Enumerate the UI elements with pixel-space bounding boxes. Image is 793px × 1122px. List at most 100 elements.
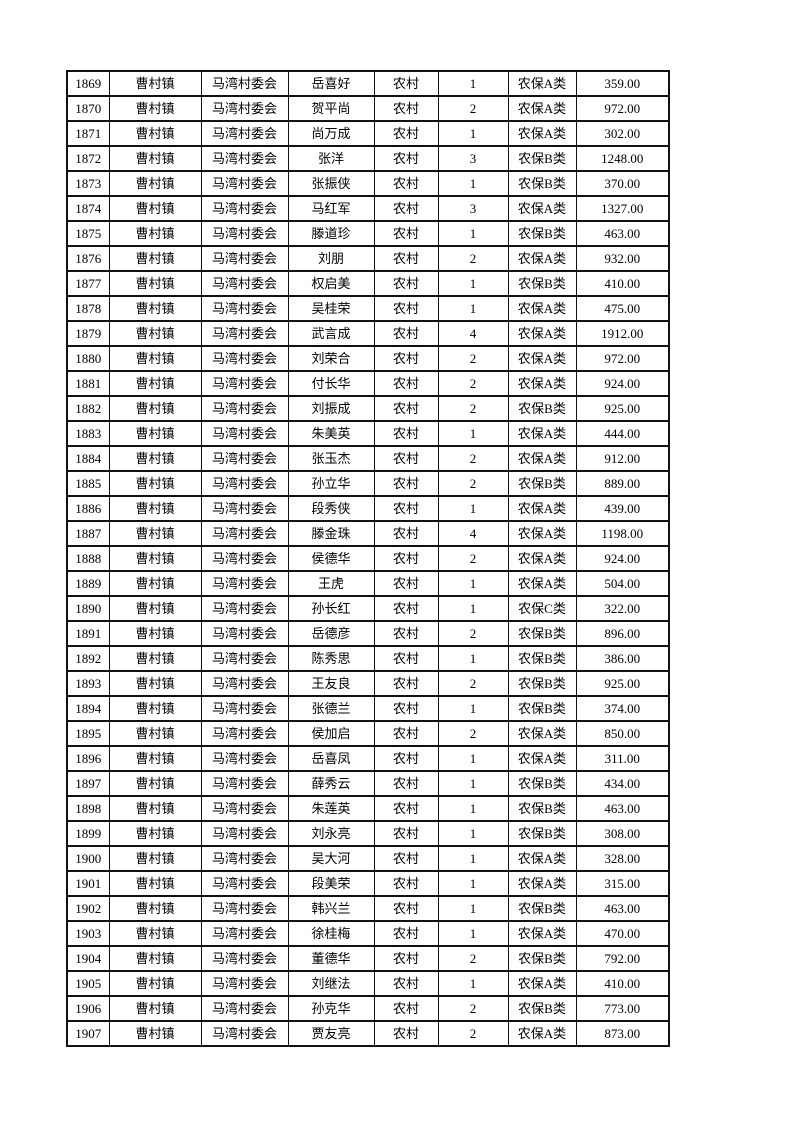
cell-insurance-category: 农保A类 xyxy=(507,295,577,322)
cell-amount: 439.00 xyxy=(575,495,670,522)
cell-serial-number: 1905 xyxy=(66,970,110,997)
cell-amount: 410.00 xyxy=(575,970,670,997)
cell-serial-number: 1904 xyxy=(66,945,110,972)
cell-household-type: 农村 xyxy=(373,320,439,347)
cell-village-committee: 马湾村委会 xyxy=(200,745,289,772)
cell-insurance-category: 农保A类 xyxy=(507,520,577,547)
cell-serial-number: 1895 xyxy=(66,720,110,747)
cell-village-committee: 马湾村委会 xyxy=(200,570,289,597)
cell-village-committee: 马湾村委会 xyxy=(200,295,289,322)
table-row: 1877 曹村镇 马湾村委会 权启美 农村 1 农保B类 410.00 xyxy=(66,270,670,297)
cell-village-committee: 马湾村委会 xyxy=(200,720,289,747)
cell-person-name: 贺平尚 xyxy=(287,95,375,122)
cell-town: 曹村镇 xyxy=(108,220,202,247)
cell-household-type: 农村 xyxy=(373,95,439,122)
cell-amount: 504.00 xyxy=(575,570,670,597)
cell-amount: 972.00 xyxy=(575,345,670,372)
table-row: 1898 曹村镇 马湾村委会 朱莲英 农村 1 农保B类 463.00 xyxy=(66,795,670,822)
cell-person-name: 张玉杰 xyxy=(287,445,375,472)
cell-household-type: 农村 xyxy=(373,695,439,722)
cell-insurance-category: 农保B类 xyxy=(507,945,577,972)
cell-town: 曹村镇 xyxy=(108,495,202,522)
cell-person-count: 1 xyxy=(437,495,509,522)
cell-insurance-category: 农保A类 xyxy=(507,745,577,772)
cell-household-type: 农村 xyxy=(373,845,439,872)
cell-village-committee: 马湾村委会 xyxy=(200,145,289,172)
cell-insurance-category: 农保A类 xyxy=(507,970,577,997)
cell-amount: 475.00 xyxy=(575,295,670,322)
cell-insurance-category: 农保A类 xyxy=(507,245,577,272)
cell-person-name: 孙长红 xyxy=(287,595,375,622)
cell-person-name: 岳喜凤 xyxy=(287,745,375,772)
cell-household-type: 农村 xyxy=(373,770,439,797)
cell-person-name: 岳喜好 xyxy=(287,70,375,97)
table-row: 1901 曹村镇 马湾村委会 段美荣 农村 1 农保A类 315.00 xyxy=(66,870,670,897)
table-row: 1883 曹村镇 马湾村委会 朱美英 农村 1 农保A类 444.00 xyxy=(66,420,670,447)
cell-serial-number: 1873 xyxy=(66,170,110,197)
cell-household-type: 农村 xyxy=(373,620,439,647)
cell-person-count: 2 xyxy=(437,620,509,647)
cell-person-name: 徐桂梅 xyxy=(287,920,375,947)
cell-town: 曹村镇 xyxy=(108,95,202,122)
cell-village-committee: 马湾村委会 xyxy=(200,995,289,1022)
cell-town: 曹村镇 xyxy=(108,1020,202,1047)
cell-amount: 302.00 xyxy=(575,120,670,147)
cell-household-type: 农村 xyxy=(373,995,439,1022)
cell-village-committee: 马湾村委会 xyxy=(200,820,289,847)
cell-amount: 444.00 xyxy=(575,420,670,447)
cell-person-name: 韩兴兰 xyxy=(287,895,375,922)
cell-town: 曹村镇 xyxy=(108,395,202,422)
cell-town: 曹村镇 xyxy=(108,945,202,972)
cell-town: 曹村镇 xyxy=(108,245,202,272)
cell-insurance-category: 农保B类 xyxy=(507,645,577,672)
cell-serial-number: 1890 xyxy=(66,595,110,622)
cell-serial-number: 1901 xyxy=(66,870,110,897)
cell-amount: 434.00 xyxy=(575,770,670,797)
cell-village-committee: 马湾村委会 xyxy=(200,195,289,222)
cell-insurance-category: 农保B类 xyxy=(507,220,577,247)
cell-person-count: 1 xyxy=(437,120,509,147)
cell-person-count: 1 xyxy=(437,295,509,322)
cell-town: 曹村镇 xyxy=(108,370,202,397)
cell-town: 曹村镇 xyxy=(108,320,202,347)
cell-person-count: 1 xyxy=(437,220,509,247)
cell-household-type: 农村 xyxy=(373,645,439,672)
cell-village-committee: 马湾村委会 xyxy=(200,795,289,822)
cell-person-name: 刘朋 xyxy=(287,245,375,272)
cell-insurance-category: 农保A类 xyxy=(507,420,577,447)
cell-town: 曹村镇 xyxy=(108,145,202,172)
cell-person-name: 吴桂荣 xyxy=(287,295,375,322)
cell-person-name: 刘永亮 xyxy=(287,820,375,847)
cell-town: 曹村镇 xyxy=(108,420,202,447)
cell-amount: 463.00 xyxy=(575,895,670,922)
cell-serial-number: 1871 xyxy=(66,120,110,147)
cell-village-committee: 马湾村委会 xyxy=(200,895,289,922)
table-row: 1897 曹村镇 马湾村委会 薛秀云 农村 1 农保B类 434.00 xyxy=(66,770,670,797)
cell-village-committee: 马湾村委会 xyxy=(200,345,289,372)
cell-town: 曹村镇 xyxy=(108,520,202,547)
cell-insurance-category: 农保B类 xyxy=(507,820,577,847)
table-row: 1893 曹村镇 马湾村委会 王友良 农村 2 农保B类 925.00 xyxy=(66,670,670,697)
cell-serial-number: 1903 xyxy=(66,920,110,947)
cell-household-type: 农村 xyxy=(373,145,439,172)
cell-person-name: 武言成 xyxy=(287,320,375,347)
table-row: 1882 曹村镇 马湾村委会 刘振成 农村 2 农保B类 925.00 xyxy=(66,395,670,422)
cell-village-committee: 马湾村委会 xyxy=(200,245,289,272)
table-row: 1886 曹村镇 马湾村委会 段秀侠 农村 1 农保A类 439.00 xyxy=(66,495,670,522)
cell-town: 曹村镇 xyxy=(108,870,202,897)
cell-person-count: 2 xyxy=(437,670,509,697)
cell-serial-number: 1885 xyxy=(66,470,110,497)
cell-insurance-category: 农保B类 xyxy=(507,270,577,297)
table-row: 1876 曹村镇 马湾村委会 刘朋 农村 2 农保A类 932.00 xyxy=(66,245,670,272)
cell-person-count: 2 xyxy=(437,945,509,972)
cell-amount: 1198.00 xyxy=(575,520,670,547)
table-row: 1891 曹村镇 马湾村委会 岳德彦 农村 2 农保B类 896.00 xyxy=(66,620,670,647)
cell-person-count: 1 xyxy=(437,870,509,897)
cell-person-name: 薛秀云 xyxy=(287,770,375,797)
cell-person-name: 王虎 xyxy=(287,570,375,597)
cell-household-type: 农村 xyxy=(373,270,439,297)
table-row: 1872 曹村镇 马湾村委会 张洋 农村 3 农保B类 1248.00 xyxy=(66,145,670,172)
cell-household-type: 农村 xyxy=(373,520,439,547)
cell-town: 曹村镇 xyxy=(108,620,202,647)
cell-serial-number: 1897 xyxy=(66,770,110,797)
